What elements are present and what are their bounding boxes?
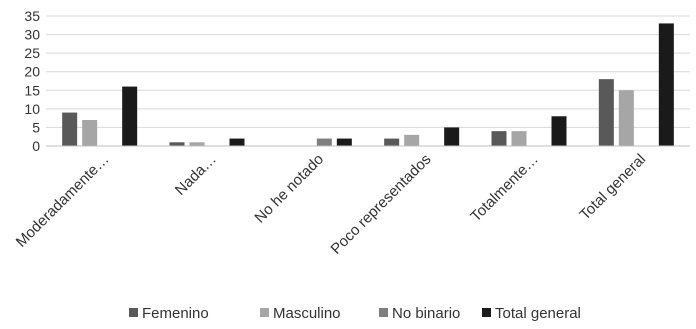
bars xyxy=(62,23,674,146)
y-tick-label-15: 15 xyxy=(24,82,40,98)
legend-label-no-binario: No binario xyxy=(392,305,460,322)
bar-total-general-total-general xyxy=(658,23,674,146)
x-tick-label-poco-representados: Poco representados xyxy=(328,151,435,258)
bar-masculino-totalmente xyxy=(511,131,527,146)
bar-masculino-total-general xyxy=(618,90,634,146)
legend-swatch-no-binario xyxy=(379,308,388,317)
y-tick-label-10: 10 xyxy=(24,101,40,117)
bar-masculino-moderadamente xyxy=(82,120,98,146)
x-axis-category-labels: Moderadamente… Nada… No he notado Poco repr… xyxy=(13,151,650,258)
y-axis-ticks: 0 5 10 15 20 25 30 35 xyxy=(24,8,40,154)
legend: Femenino Masculino No binario Total general xyxy=(129,305,581,322)
y-tick-label-25: 25 xyxy=(24,45,40,61)
y-tick-label-5: 5 xyxy=(32,119,40,135)
bar-total-general-totalmente xyxy=(551,116,567,146)
bar-total-general-nada xyxy=(229,138,245,146)
bar-femenino-nada xyxy=(169,142,185,146)
x-tick-label-nada: Nada… xyxy=(172,151,220,199)
bar-femenino-poco-representados xyxy=(384,138,400,146)
bar-femenino-totalmente xyxy=(491,131,507,146)
bar-femenino-total-general xyxy=(598,79,614,146)
y-tick-label-0: 0 xyxy=(32,138,40,154)
bar-total-general-moderadamente xyxy=(122,86,138,146)
bar-masculino-poco-representados xyxy=(404,134,420,146)
legend-label-total-general: Total general xyxy=(495,305,581,322)
bar-total-general-poco-representados xyxy=(444,127,460,146)
bar-masculino-nada xyxy=(189,142,205,146)
bar-femenino-moderadamente xyxy=(62,112,78,146)
bar-total-general-no-he-notado xyxy=(336,138,352,146)
bar-no-binario-no-he-notado xyxy=(316,138,332,146)
legend-label-femenino: Femenino xyxy=(142,305,209,322)
y-tick-label-35: 35 xyxy=(24,8,40,24)
legend-swatch-femenino xyxy=(129,308,138,317)
legend-swatch-total-general xyxy=(482,308,491,317)
y-tick-label-20: 20 xyxy=(24,64,40,80)
x-tick-label-totalmente: Totalmente… xyxy=(467,151,542,226)
x-tick-label-moderadamente: Moderadamente… xyxy=(13,151,113,251)
gridlines xyxy=(46,15,690,128)
y-tick-label-30: 30 xyxy=(24,27,40,43)
legend-swatch-masculino xyxy=(260,308,269,317)
legend-label-masculino: Masculino xyxy=(273,305,341,322)
x-tick-label-total-general: Total general xyxy=(576,151,649,224)
x-tick-label-no-he-notado: No he notado xyxy=(251,151,327,227)
